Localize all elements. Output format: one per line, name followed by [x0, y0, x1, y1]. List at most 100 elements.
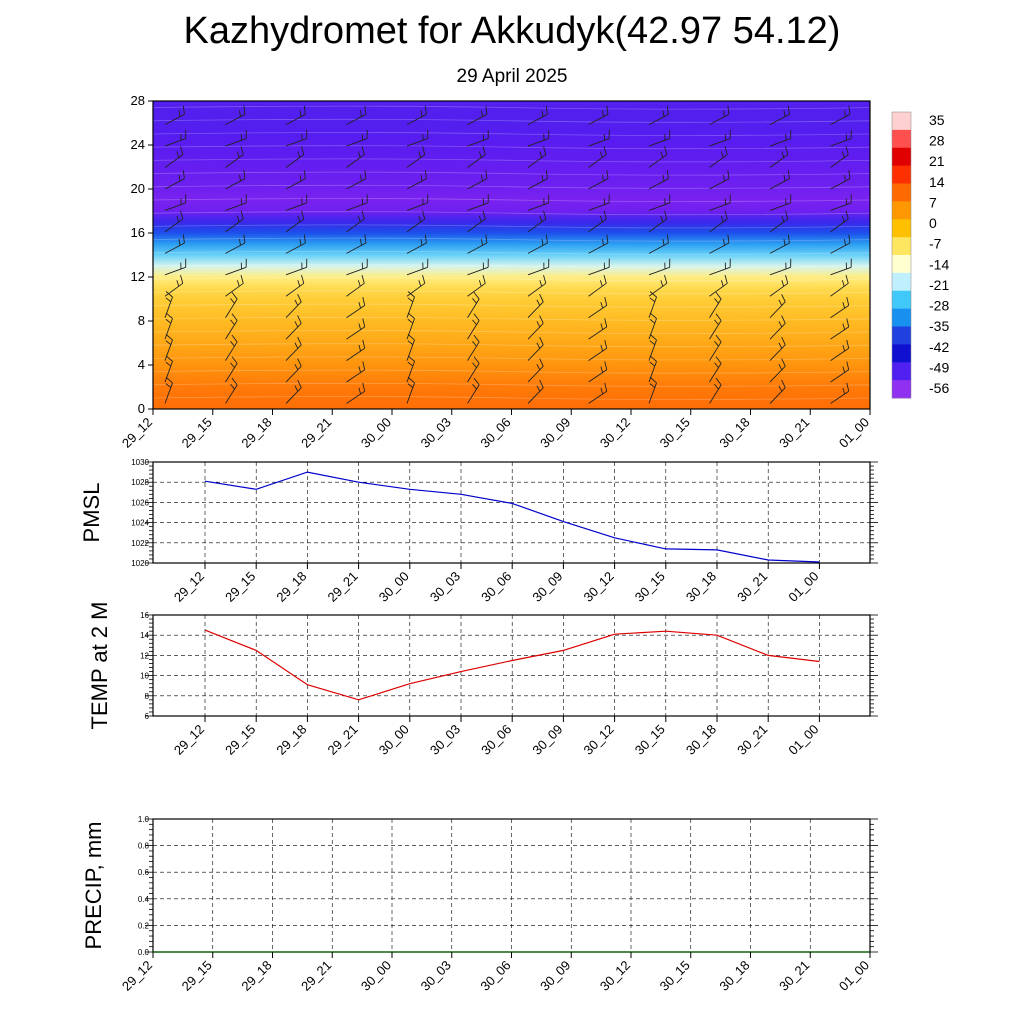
y-tick-label: 10	[140, 672, 149, 681]
barb-flag	[846, 339, 850, 349]
barb-shaft	[648, 318, 657, 340]
barb-shaft	[588, 326, 607, 340]
barb-flag	[420, 239, 423, 246]
barb-flag	[243, 170, 246, 179]
barb-flag	[783, 110, 786, 117]
barb-flag	[599, 151, 603, 158]
pmsl-chart: 1020 1022 1024 1026 1028 1030 PMSL 29_12 29_15 29…	[79, 458, 878, 605]
barb-flag	[297, 315, 302, 324]
barb-shaft	[225, 282, 244, 297]
barb-flag	[358, 323, 362, 330]
barb-shaft	[527, 365, 544, 383]
barb-shaft	[346, 266, 368, 276]
barb-shaft	[406, 138, 428, 147]
barb-flag	[361, 274, 365, 284]
barb-flag	[787, 105, 790, 115]
barb-flag	[848, 234, 851, 244]
barb-shaft	[527, 323, 544, 340]
barb-shaft	[709, 282, 728, 297]
barb-shaft	[225, 384, 238, 404]
barb-flag	[723, 110, 725, 117]
barb-shaft	[346, 369, 365, 383]
x-tick-label: 29_21	[298, 958, 334, 994]
barb-shaft	[588, 154, 607, 168]
wind-barb	[769, 130, 792, 147]
barb-flag	[362, 339, 366, 349]
barb-flag	[841, 151, 845, 158]
wind-barb	[527, 336, 544, 361]
barb-flag	[303, 234, 306, 244]
colorbar-band	[892, 272, 911, 292]
barb-flag	[301, 146, 305, 155]
barb-shaft	[164, 296, 173, 318]
wind-barb	[527, 274, 547, 297]
barb-shaft	[346, 218, 365, 233]
barb-flag	[603, 198, 605, 205]
barb-flag	[299, 239, 302, 246]
barb-flag	[666, 170, 669, 179]
barb-flag	[176, 215, 180, 223]
barb-shaft	[769, 154, 789, 168]
barb-shaft	[164, 218, 184, 233]
barb-shaft	[830, 202, 852, 211]
wind-barb	[225, 130, 247, 147]
barb-flag	[165, 376, 173, 384]
barb-flag	[720, 151, 724, 158]
barb-shaft	[830, 282, 849, 297]
barb-flag	[842, 387, 846, 395]
x-tick-label: 30_15	[657, 415, 693, 451]
wind-barb	[527, 379, 544, 404]
barb-flag	[599, 280, 603, 287]
y-tick-label: 0.4	[138, 895, 150, 904]
colorbar-band	[892, 183, 911, 202]
barb-shaft	[225, 266, 247, 276]
barb-flag	[662, 174, 665, 182]
barb-flag	[180, 210, 184, 220]
x-tick-label: 29_15	[222, 569, 258, 605]
colorbar-band	[892, 147, 911, 167]
barb-shaft	[406, 361, 415, 383]
barb-flag	[407, 355, 415, 362]
barb-flag	[180, 274, 184, 284]
barb-flag	[724, 133, 726, 141]
barb-flag	[603, 210, 607, 220]
barb-flag	[599, 215, 603, 223]
wind-barb	[346, 105, 367, 126]
wind-barb	[769, 194, 792, 211]
x-tick-label: 30_06	[477, 958, 513, 994]
barb-shaft	[648, 178, 669, 190]
barb-flag	[243, 105, 246, 115]
wind-barb	[527, 358, 544, 383]
barb-flag	[180, 133, 182, 141]
barb-flag	[845, 146, 849, 155]
wind-barb	[527, 258, 550, 276]
wind-barb	[830, 105, 851, 126]
wind-barb	[709, 170, 730, 190]
barb-flag	[539, 293, 544, 303]
barb-flag	[649, 312, 657, 319]
wind-barb	[588, 170, 609, 190]
wind-barb	[648, 234, 669, 254]
barb-shaft	[588, 282, 607, 297]
barb-shaft	[346, 326, 365, 340]
wind-barb	[467, 210, 486, 233]
wind-barb	[164, 291, 173, 318]
barb-shaft	[225, 242, 246, 254]
barb-flag	[781, 315, 786, 324]
wind-barb	[346, 339, 366, 361]
wind-barb	[406, 355, 415, 383]
barb-flag	[165, 291, 173, 298]
x-tick-label: 30_00	[358, 415, 394, 451]
wind-barb	[225, 334, 238, 361]
barb-shaft	[588, 369, 607, 383]
barb-shaft	[830, 369, 849, 383]
barb-flag	[424, 170, 427, 179]
wind-barb	[527, 293, 544, 319]
barb-flag	[666, 234, 669, 244]
y-tick-label: 4	[138, 357, 145, 372]
barb-shaft	[527, 154, 547, 168]
barb-shaft	[709, 154, 728, 168]
contour-line	[152, 343, 871, 348]
barb-flag	[543, 274, 547, 284]
barb-flag	[848, 170, 851, 179]
